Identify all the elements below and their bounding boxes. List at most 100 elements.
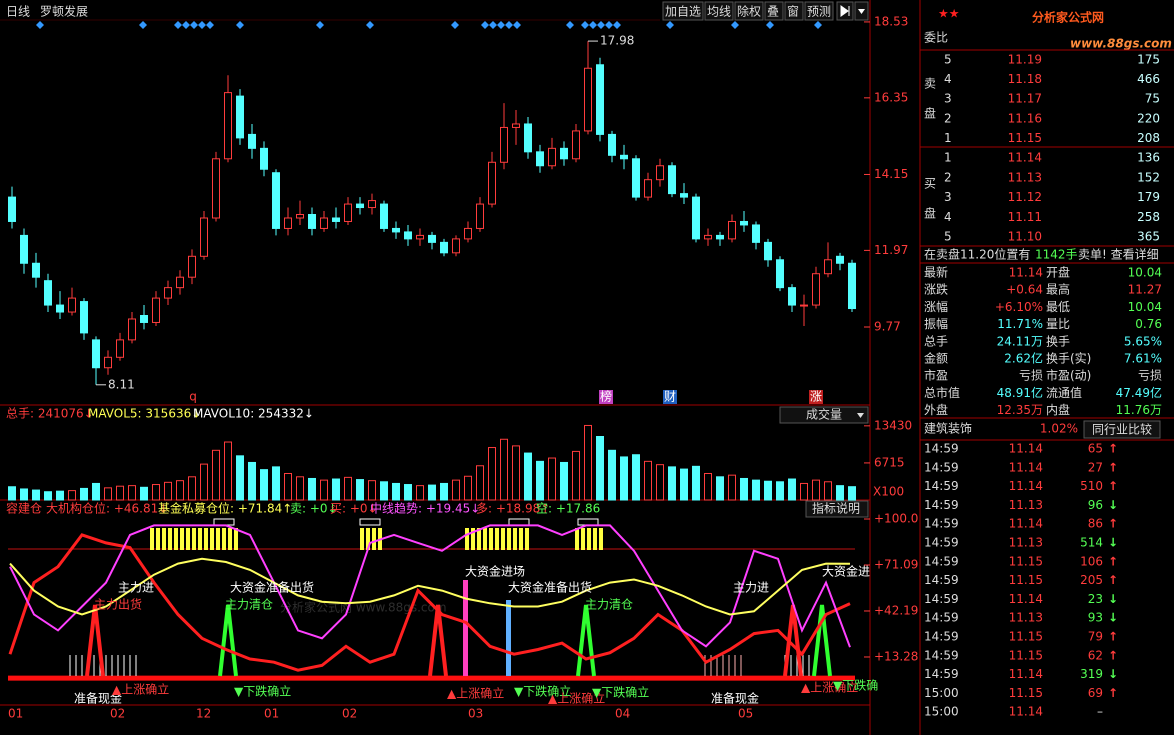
indicator-button[interactable]	[805, 500, 869, 518]
candle-body	[548, 147, 556, 167]
volume-bar	[8, 486, 16, 501]
volume-bar	[548, 457, 556, 501]
toolbar-button[interactable]	[804, 1, 834, 21]
toolbar-button[interactable]	[784, 1, 804, 21]
trade-volume: 62	[1088, 648, 1103, 662]
trade-arrow: ↑	[1108, 442, 1118, 456]
quote-value: 7.61%	[1124, 352, 1162, 366]
trade-price: 11.14	[1009, 442, 1043, 456]
trade-time: 14:59	[924, 667, 959, 681]
candle-body	[428, 234, 436, 243]
compare-label: 同行业比较	[1092, 422, 1152, 437]
book-price: 11.12	[1008, 190, 1042, 204]
volume-bar	[188, 476, 196, 501]
trade-arrow: ↓	[1108, 667, 1118, 681]
volume-bar	[356, 479, 364, 501]
x-tick-label: 01	[8, 707, 23, 721]
signal-diamond	[613, 21, 621, 29]
candle-body	[752, 224, 760, 243]
quote-value: 2.62亿	[1004, 351, 1043, 366]
signal-diamond	[497, 21, 505, 29]
volume-bar	[68, 490, 76, 501]
volume-bar	[104, 487, 112, 501]
candle-body	[332, 217, 340, 222]
quote-value: +0.64	[1006, 283, 1043, 297]
volume-bar	[776, 481, 784, 501]
signal-block	[366, 528, 370, 550]
trade-time: 14:59	[924, 479, 959, 493]
signal-block	[198, 528, 202, 550]
candle-body	[560, 147, 568, 160]
signal-spike	[812, 604, 832, 677]
book-price: 11.17	[1008, 92, 1042, 106]
signal-block	[162, 528, 166, 550]
candle-body	[668, 165, 676, 195]
trade-arrow: ↓	[1108, 498, 1118, 512]
toolbar-button[interactable]	[704, 1, 734, 21]
book-volume: 75	[1145, 92, 1160, 106]
volume-bar	[272, 466, 280, 501]
signal-diamond	[190, 21, 198, 29]
candle-body	[740, 220, 748, 226]
book-price: 11.16	[1008, 111, 1042, 125]
volume-bar	[152, 484, 160, 501]
volume-bar	[728, 474, 736, 501]
trade-price: 11.14	[1009, 460, 1043, 474]
sector-change: 1.02%	[1040, 422, 1078, 436]
candle-body	[656, 165, 664, 181]
toolbar-button[interactable]	[662, 1, 704, 21]
indicator-button-label: 成交量	[806, 407, 842, 422]
signal-block	[216, 528, 220, 550]
candle-body	[584, 67, 592, 132]
trade-volume: –	[1097, 705, 1103, 719]
trade-arrow: ↑	[1108, 686, 1118, 700]
trade-time: 14:59	[924, 648, 959, 662]
signal-block	[599, 528, 603, 550]
volume-legend: MAVOL5: 315636↓	[88, 407, 201, 421]
signal-diamond	[206, 21, 214, 29]
trade-price: 11.14	[1009, 667, 1043, 681]
indicator-header: 中线趋势: +19.45↓	[370, 501, 480, 516]
quote-value: 亏损	[1019, 369, 1043, 383]
indicator-annotation: ▲上涨确立	[112, 682, 169, 697]
indicator-header: 多: +18.98↑	[476, 502, 550, 516]
trade-price: 11.15	[1009, 554, 1043, 568]
book-volume: 220	[1137, 111, 1160, 125]
compare-button[interactable]	[1083, 420, 1161, 439]
trade-volume: 106	[1080, 554, 1103, 568]
candle-body	[104, 356, 112, 369]
volume-bar	[404, 484, 412, 501]
quote-value: 47.49亿	[1116, 385, 1162, 400]
book-volume: 152	[1137, 170, 1160, 184]
signal-block	[168, 528, 172, 550]
toolbar-button-label: 叠	[767, 5, 779, 19]
signal-diamond	[316, 21, 324, 29]
toolbar-button-label: 窗	[787, 5, 799, 19]
indicator-annotation: 主力出货	[94, 597, 142, 612]
candle-body	[572, 130, 580, 160]
trade-volume: 514	[1080, 536, 1103, 550]
signal-block	[513, 528, 517, 550]
volume-bar	[164, 481, 172, 501]
candle-body	[608, 133, 616, 156]
toolbar-button[interactable]	[734, 1, 764, 21]
volume-bar	[416, 485, 424, 501]
signal-block	[575, 528, 579, 550]
indicator-button[interactable]	[779, 406, 869, 424]
candle-body	[680, 193, 688, 198]
volume-bar	[848, 486, 856, 501]
toolbar-button[interactable]	[764, 1, 784, 21]
indicator-annotation: 大资金准备出货	[508, 580, 592, 595]
signal-block	[228, 528, 232, 550]
candle-body	[536, 151, 544, 167]
trade-volume: 96	[1088, 498, 1103, 512]
notice-link: 卖单! 查看详细	[1078, 247, 1159, 262]
book-level: 3	[944, 92, 952, 106]
quote-value: 10.04	[1128, 300, 1162, 314]
candle-body	[8, 196, 16, 222]
book-price: 11.10	[1008, 230, 1042, 244]
signal-spike	[576, 604, 596, 677]
candle-body	[344, 203, 352, 222]
trade-volume: 27	[1088, 460, 1103, 474]
